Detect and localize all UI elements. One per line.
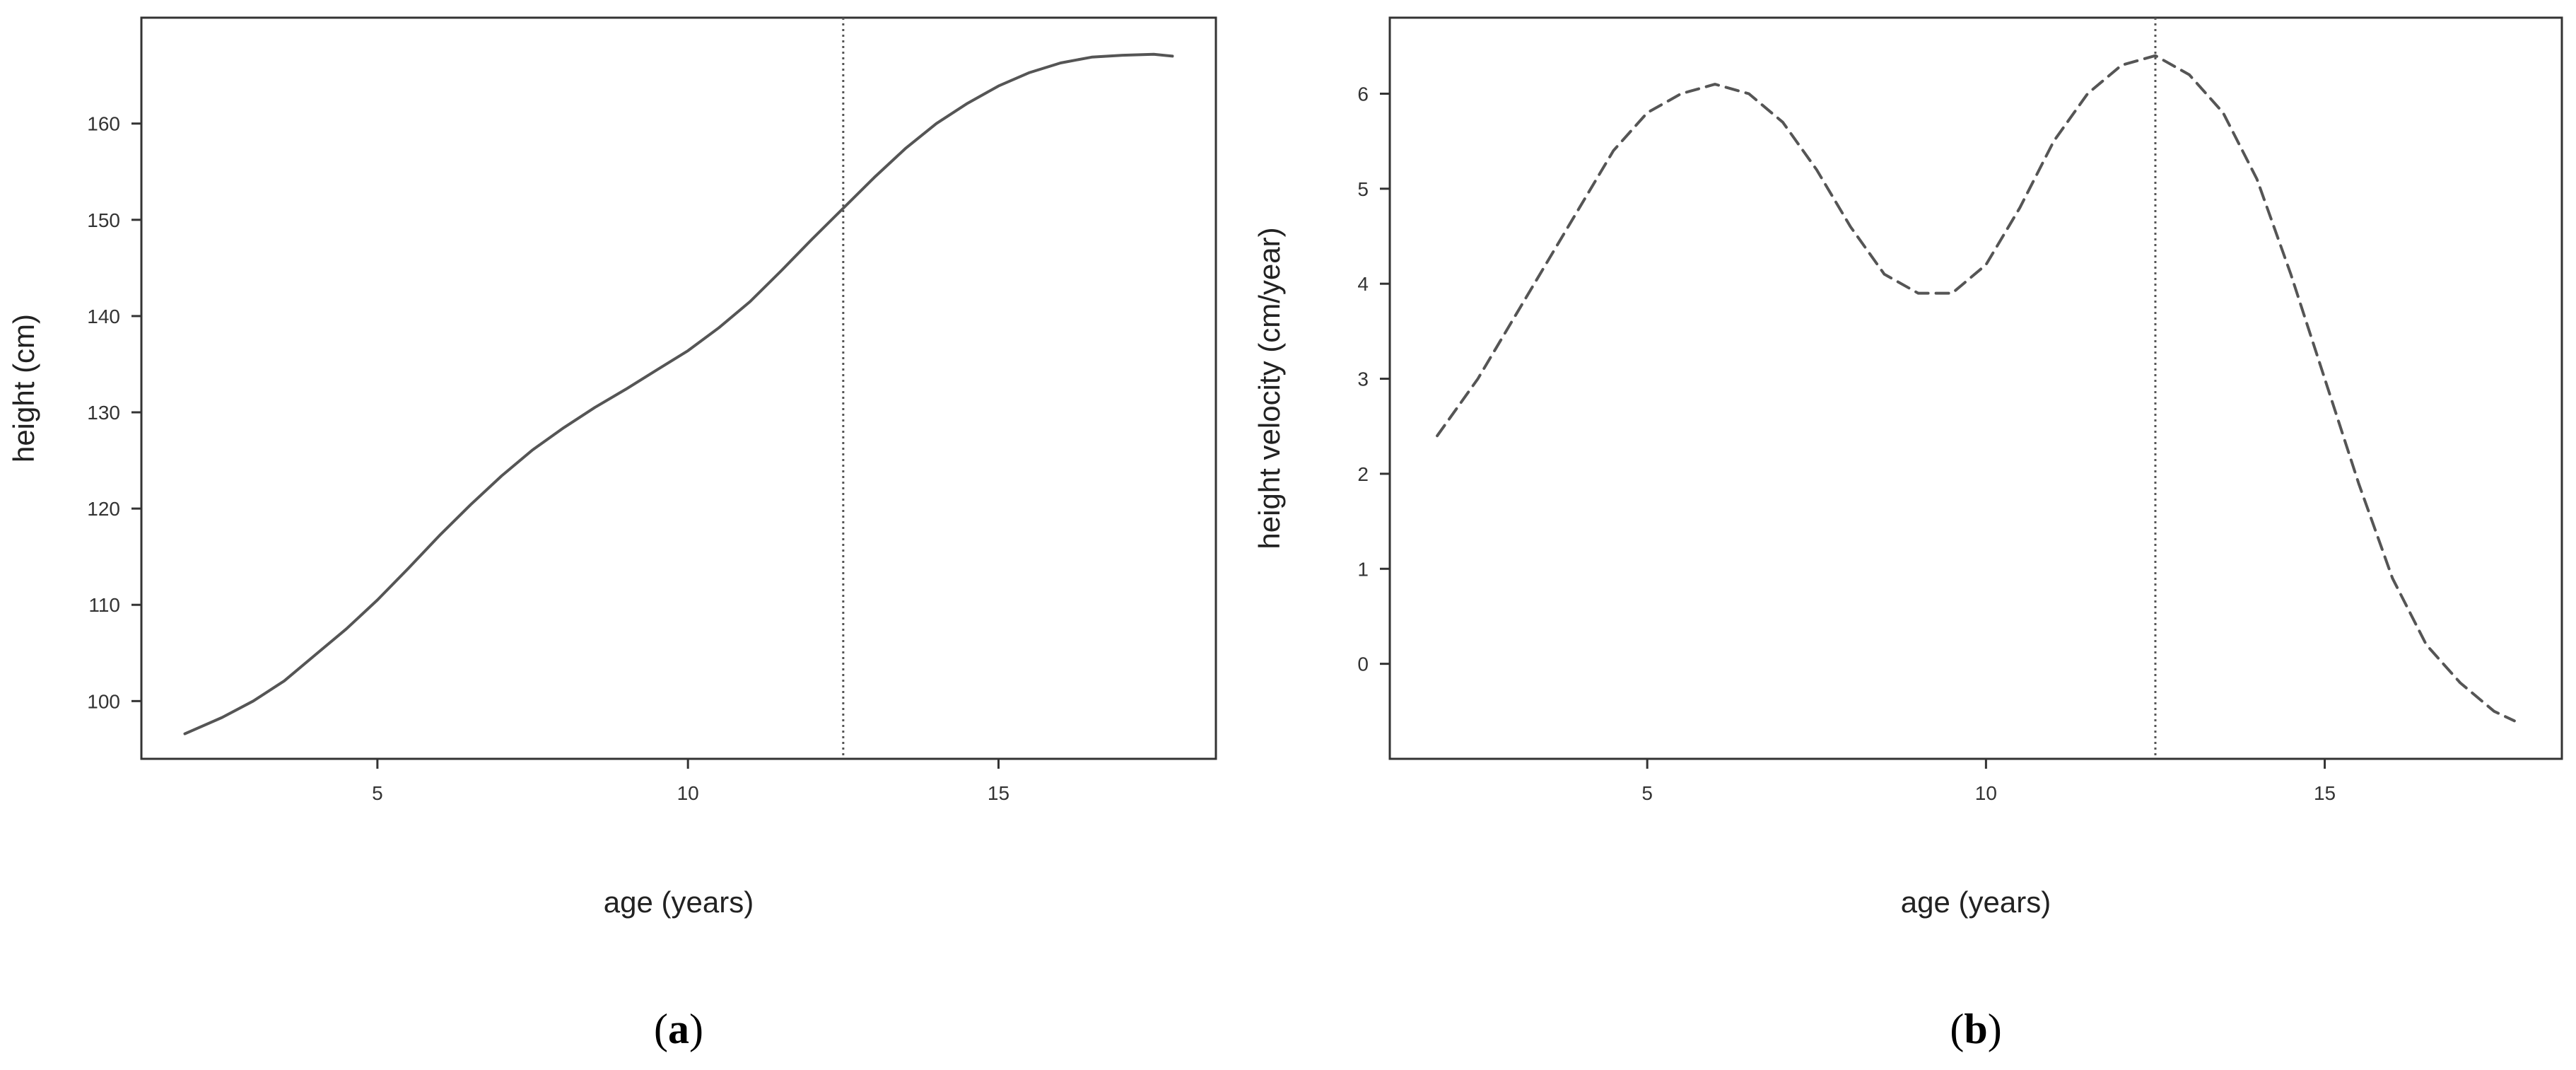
x-tick-label: 10 [1975, 782, 1997, 804]
plot-frame [140, 16, 1217, 760]
y-tick-label: 3 [1357, 368, 1369, 390]
y-tick-label: 2 [1357, 463, 1369, 485]
x-axis-title: age (years) [1901, 885, 2051, 919]
panel-label-close-paren: ) [689, 1006, 703, 1052]
y-tick-label: 6 [1357, 83, 1369, 105]
panel-label-letter: a [668, 1006, 689, 1052]
x-tick-label: 5 [372, 782, 383, 804]
y-tick-label: 4 [1357, 273, 1369, 295]
y-tick-label: 110 [88, 594, 120, 616]
y-axis-title: height (cm) [7, 314, 40, 463]
panel-label: (a) [654, 1006, 703, 1052]
y-tick-label: 160 [87, 113, 120, 135]
x-axis-title: age (years) [604, 885, 754, 919]
panel-label: (b) [1950, 1006, 2001, 1052]
y-tick-label: 100 [87, 690, 120, 712]
panel-label-letter: b [1964, 1006, 1987, 1052]
plot-frame [1388, 16, 2563, 760]
chart-panel-b: 5 10 15 0 1 2 3 4 5 6 age (years) height velocity (… [1253, 16, 2563, 1052]
y-tick-label: 5 [1357, 178, 1369, 200]
y-tick-label: 140 [87, 306, 120, 327]
x-tick-label: 15 [988, 782, 1009, 804]
x-tick-label: 10 [677, 782, 699, 804]
panel-label-open-paren: ( [1950, 1006, 1964, 1052]
y-tick-label: 150 [87, 209, 120, 231]
x-tick-label: 15 [2314, 782, 2336, 804]
chart-panel-a: 5 10 15 100 110 120 130 140 150 160 age (years) hei… [7, 16, 1217, 1052]
series-line [183, 52, 1174, 735]
y-tick-label: 1 [1357, 558, 1369, 580]
x-tick-label: 5 [1641, 782, 1653, 804]
y-tick-label: 0 [1357, 653, 1369, 675]
panel-label-close-paren: ) [1988, 1006, 2002, 1052]
y-tick-label: 120 [87, 498, 120, 520]
y-tick-label: 130 [87, 402, 120, 424]
y-axis-title: height velocity (cm/year) [1253, 227, 1286, 549]
panel-label-open-paren: ( [654, 1006, 668, 1052]
series-line [1436, 54, 2516, 723]
